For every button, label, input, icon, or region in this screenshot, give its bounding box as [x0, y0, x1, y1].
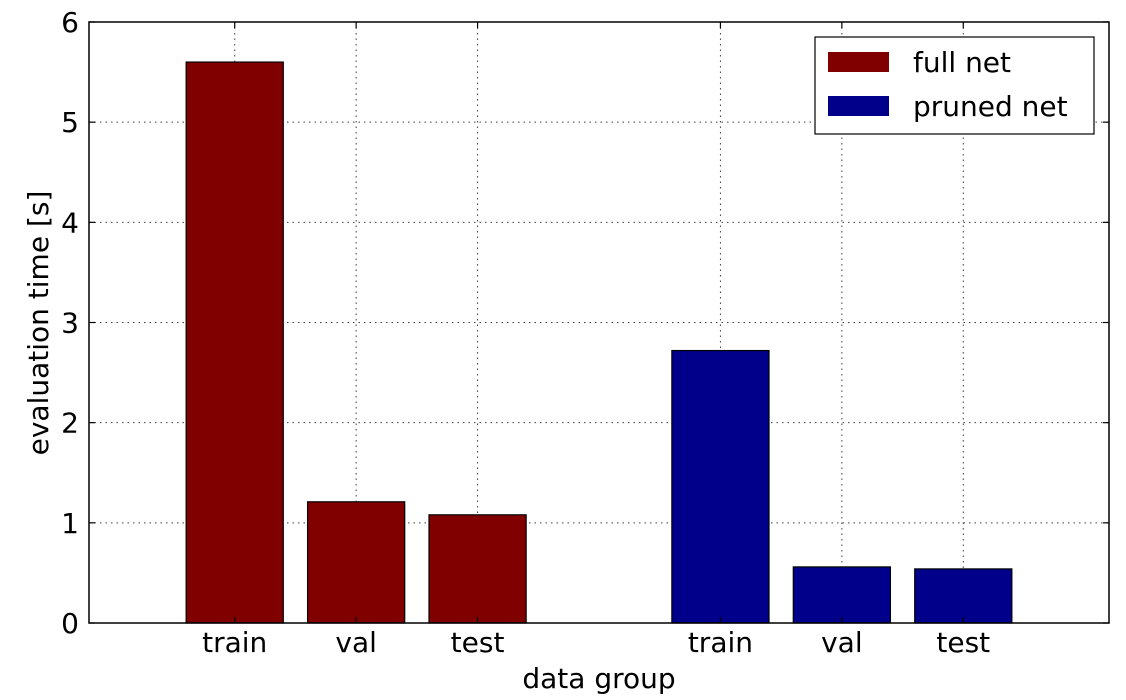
bars [185, 61, 1013, 624]
x-tick-label: test [451, 626, 505, 659]
x-tick-label: test [936, 626, 990, 659]
bar-pruned-net-val [792, 566, 892, 624]
bar-full-net-val [306, 501, 406, 624]
bar-pruned-net-test [914, 568, 1013, 624]
y-tick-label: 0 [61, 607, 79, 640]
legend-swatch-full-net [828, 52, 889, 72]
y-tick-label: 2 [61, 407, 79, 440]
x-tick-label: val [335, 626, 377, 659]
legend-label-pruned-net: pruned net [913, 90, 1068, 123]
x-axis-ticks: train val test train val test [202, 22, 990, 659]
legend-label-full-net: full net [913, 46, 1011, 79]
bar-full-net-test [428, 514, 527, 624]
y-axis-ticks: 0 1 2 3 4 5 6 [61, 6, 1109, 640]
x-tick-label: train [688, 626, 753, 659]
y-tick-label: 4 [61, 206, 79, 239]
x-tick-label: train [202, 626, 267, 659]
bar-full-net-train [185, 61, 284, 624]
x-axis-label: data group [522, 662, 675, 695]
legend-swatch-pruned-net [828, 96, 889, 116]
x-tick-label: val [821, 626, 863, 659]
bar-pruned-net-train [671, 349, 770, 624]
y-tick-label: 1 [61, 507, 79, 540]
y-tick-label: 6 [61, 6, 79, 39]
y-axis-label: evaluation time [s] [22, 191, 55, 456]
legend: full net pruned net [814, 36, 1095, 135]
y-tick-label: 3 [61, 307, 79, 340]
y-tick-label: 5 [61, 106, 79, 139]
